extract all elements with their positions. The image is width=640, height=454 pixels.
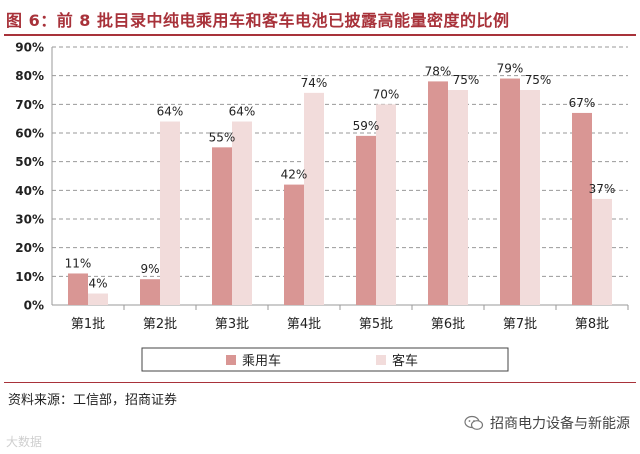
x-tick-label: 第8批 xyxy=(575,317,609,332)
bar-passenger xyxy=(428,81,448,306)
bar-bus xyxy=(592,198,612,305)
bar-bus xyxy=(304,92,324,305)
x-tick-label: 第1批 xyxy=(71,317,105,332)
y-axis-ticks: 0% 10% 20% 30% 40% 50% 60% 70% 80% 90% xyxy=(15,41,44,313)
bars xyxy=(68,78,612,306)
data-label: 11% xyxy=(65,256,92,270)
bar-bus xyxy=(88,293,108,305)
legend-swatch xyxy=(376,355,386,365)
data-label: 59% xyxy=(353,119,380,133)
watermark-left: 大数据 xyxy=(6,435,43,449)
bar-passenger xyxy=(572,112,592,305)
data-label: 64% xyxy=(157,105,184,119)
data-label: 37% xyxy=(589,182,616,196)
data-labels: 11%4%9%64%55%64%42%74%59%70%78%75%79%75%… xyxy=(65,62,616,291)
data-label: 75% xyxy=(525,73,552,87)
x-tick-label: 第7批 xyxy=(503,317,537,332)
source-divider xyxy=(4,382,636,383)
data-label: 70% xyxy=(373,87,400,101)
legend-label: 客车 xyxy=(392,353,418,369)
data-label: 67% xyxy=(569,96,596,110)
watermark: 招商电力设备与新能源 xyxy=(464,413,630,433)
bar-passenger xyxy=(140,279,160,305)
data-label: 4% xyxy=(88,277,107,291)
x-tick-label: 第6批 xyxy=(431,317,465,332)
data-label: 79% xyxy=(497,62,524,76)
bar-passenger xyxy=(68,273,88,305)
wechat-icon xyxy=(464,415,484,430)
legend: 乘用车 客车 xyxy=(141,347,509,372)
bar-bus xyxy=(376,104,396,305)
watermark-text: 招商电力设备与新能源 xyxy=(490,416,630,432)
data-label: 42% xyxy=(281,168,308,182)
bar-passenger xyxy=(356,135,376,305)
y-tick-label: 90% xyxy=(15,41,44,55)
title-divider xyxy=(4,34,636,36)
legend-box xyxy=(141,347,509,372)
bar-bus xyxy=(520,90,540,305)
data-label: 78% xyxy=(425,64,452,78)
x-tick-label: 第3批 xyxy=(215,317,249,332)
y-tick-label: 60% xyxy=(15,127,44,141)
y-tick-label: 0% xyxy=(24,299,44,313)
source-note: 资料来源：工信部，招商证券 xyxy=(8,393,178,408)
x-axis-ticks: 第1批 第2批 第3批 第4批 第5批 第6批 第7批 第8批 xyxy=(71,305,629,332)
chart-title: 图 6：前 8 批目录中纯电乘用车和客车电池已披露高能量密度的比例 xyxy=(6,11,510,30)
y-tick-label: 30% xyxy=(15,213,44,227)
bar-passenger xyxy=(284,184,304,305)
data-label: 74% xyxy=(301,76,328,90)
data-label: 75% xyxy=(453,73,480,87)
bar-bus xyxy=(160,121,180,306)
legend-label: 乘用车 xyxy=(242,353,281,369)
data-label: 64% xyxy=(229,105,256,119)
bar-passenger xyxy=(212,147,232,305)
x-tick-label: 第4批 xyxy=(287,317,321,332)
bar-bus xyxy=(232,121,252,306)
x-tick-label: 第2批 xyxy=(143,317,177,332)
bar-chart: 0% 10% 20% 30% 40% 50% 60% 70% 80% 90% 11% 4% 9% 64%… xyxy=(15,41,629,372)
data-label: 9% xyxy=(140,262,159,276)
y-tick-label: 20% xyxy=(15,241,44,255)
data-label: 55% xyxy=(209,130,236,144)
y-tick-label: 50% xyxy=(15,155,44,169)
y-tick-label: 40% xyxy=(15,184,44,198)
y-tick-label: 80% xyxy=(15,69,44,83)
x-tick-label: 第5批 xyxy=(359,317,393,332)
bar-bus xyxy=(448,90,468,305)
y-tick-label: 70% xyxy=(15,98,44,112)
legend-swatch xyxy=(226,355,236,365)
y-tick-label: 10% xyxy=(15,270,44,284)
bar-passenger xyxy=(500,78,520,306)
